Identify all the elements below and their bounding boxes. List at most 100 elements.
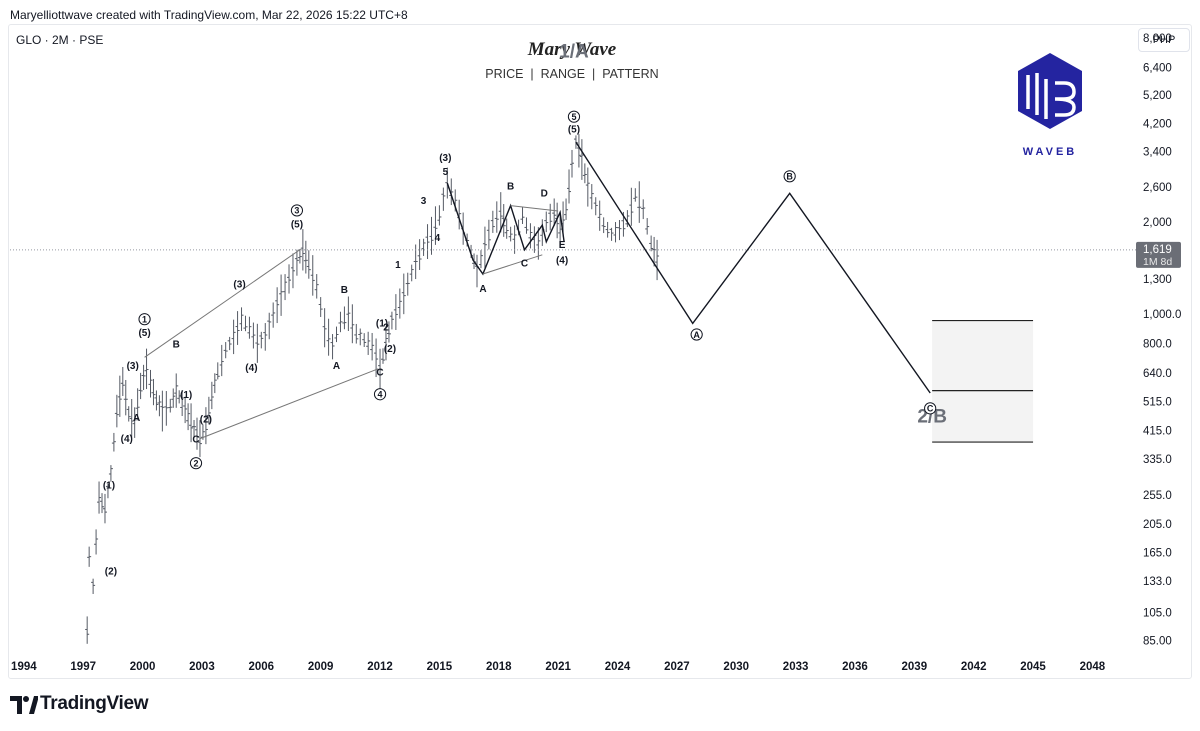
y-tick-label: 1,300	[1143, 274, 1172, 286]
currency-button[interactable]: PHP	[1138, 28, 1190, 52]
wave-label: B	[173, 340, 180, 351]
price-bar	[334, 326, 339, 343]
wave-label: A	[133, 413, 140, 424]
wave-label: (3)	[439, 153, 451, 164]
x-tick-label: 2042	[961, 661, 987, 673]
y-tick-label: 205.0	[1143, 519, 1172, 531]
wave-label: (4)	[245, 363, 257, 374]
price-bar	[283, 274, 288, 301]
price-bar	[425, 224, 430, 260]
price-bar	[613, 222, 618, 243]
wave-label: (3)	[127, 361, 139, 372]
price-bar	[397, 288, 402, 319]
price-bar	[383, 326, 388, 361]
price-bar	[310, 255, 315, 296]
price-bar	[645, 218, 650, 235]
x-tick-label: 2033	[783, 661, 809, 673]
price-bar	[576, 134, 581, 168]
wave-circle-text: 5	[571, 112, 576, 122]
wave-label: (5)	[568, 125, 580, 136]
price-bar	[117, 375, 122, 417]
chart-frame[interactable]	[8, 24, 1192, 679]
price-bar	[171, 388, 176, 408]
wave-circle-label: 3	[290, 204, 304, 217]
wave-circle-label: 5	[567, 110, 581, 123]
price-bar	[195, 417, 199, 450]
price-bar	[501, 204, 506, 237]
price-bar	[148, 369, 153, 398]
price-bar	[154, 390, 159, 411]
chart-subtitle: PRICE | RANGE | PATTERN	[485, 67, 658, 81]
price-bar	[180, 390, 185, 417]
wave-line-main-projection	[575, 141, 931, 394]
price-bar	[417, 239, 422, 270]
price-bar	[215, 362, 220, 380]
price-bar	[303, 240, 308, 274]
wave-label: (5)	[291, 219, 303, 230]
wave-label: (5)	[138, 328, 150, 339]
price-bar	[100, 493, 105, 514]
last-price-tag	[1136, 241, 1181, 268]
symbol-legend[interactable]: GLO · 2M · PSE	[16, 33, 104, 47]
price-bar	[87, 546, 92, 567]
x-tick-label: 2030	[723, 661, 749, 673]
price-bar	[625, 210, 630, 228]
wave-label: 2	[383, 323, 389, 334]
price-bar	[102, 493, 107, 524]
x-tick-label: 2021	[545, 661, 571, 673]
price-bar	[585, 167, 590, 207]
price-bar	[366, 331, 371, 355]
price-bar	[287, 264, 292, 294]
price-bar	[532, 226, 537, 253]
wave-degree-label: 2/B	[917, 407, 947, 428]
price-bar	[212, 373, 217, 394]
wave-circle-text: B	[786, 172, 793, 182]
y-tick-label: 165.0	[1143, 548, 1172, 560]
wave-label: B	[341, 285, 348, 296]
price-bar	[160, 390, 165, 432]
price-bar	[192, 419, 197, 438]
price-bar	[197, 420, 202, 458]
price-bar	[126, 406, 131, 422]
price-bar	[290, 253, 295, 289]
price-bar	[378, 348, 383, 389]
price-bar	[132, 407, 137, 438]
wave-label: E	[559, 240, 566, 251]
price-bar	[168, 398, 173, 413]
y-tick-label: 3,400	[1143, 146, 1172, 158]
price-bar	[381, 348, 386, 364]
price-bar	[508, 226, 513, 242]
price-bar	[637, 181, 642, 223]
price-bar	[524, 217, 529, 234]
price-bar	[641, 199, 646, 220]
wave-label: A	[479, 284, 486, 295]
price-bar	[528, 223, 533, 249]
x-tick-label: 2018	[486, 661, 512, 673]
y-tick-label: 515.0	[1143, 397, 1172, 409]
tradingview-logo-icon	[10, 696, 38, 714]
y-tick-label: 640.0	[1143, 368, 1172, 380]
wave-circle-label: 4	[373, 388, 387, 401]
price-bar	[314, 274, 319, 299]
y-tick-label: 335.0	[1143, 454, 1172, 466]
y-tick-label: 415.0	[1143, 425, 1172, 437]
wave-line-triangle-upper	[510, 205, 559, 212]
wave-line-diagonal-upper	[144, 248, 302, 358]
price-bar	[589, 184, 594, 210]
price-bar	[475, 254, 480, 288]
wave-circle-label: 1	[138, 313, 151, 326]
price-bar	[593, 197, 598, 216]
price-bar	[512, 225, 517, 254]
x-tick-label: 2006	[249, 661, 275, 673]
tradingview-wordmark: TradingView	[40, 693, 149, 714]
price-bar	[354, 323, 359, 344]
wave-circle	[138, 313, 151, 326]
y-tick-label: 2,600	[1143, 182, 1172, 194]
y-tick-label: 800.0	[1143, 338, 1172, 350]
price-bar	[209, 381, 214, 410]
price-bar	[548, 203, 553, 231]
wave-label: (1)	[103, 480, 115, 491]
wave-circle	[924, 402, 937, 415]
x-tick-label: 2048	[1080, 661, 1106, 673]
